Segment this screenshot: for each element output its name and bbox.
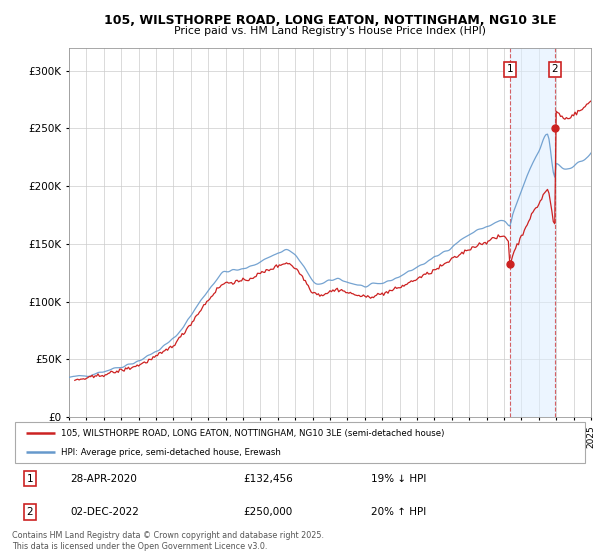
Text: 02-DEC-2022: 02-DEC-2022 bbox=[70, 507, 139, 517]
Text: HPI: Average price, semi-detached house, Erewash: HPI: Average price, semi-detached house,… bbox=[61, 448, 281, 457]
Text: 20% ↑ HPI: 20% ↑ HPI bbox=[371, 507, 426, 517]
Text: 2: 2 bbox=[26, 507, 33, 517]
Text: 28-APR-2020: 28-APR-2020 bbox=[70, 474, 137, 484]
Text: Contains HM Land Registry data © Crown copyright and database right 2025.
This d: Contains HM Land Registry data © Crown c… bbox=[12, 531, 324, 551]
Text: 1: 1 bbox=[506, 64, 513, 74]
Text: £250,000: £250,000 bbox=[244, 507, 293, 517]
Text: 105, WILSTHORPE ROAD, LONG EATON, NOTTINGHAM, NG10 3LE: 105, WILSTHORPE ROAD, LONG EATON, NOTTIN… bbox=[104, 14, 556, 27]
Text: 1: 1 bbox=[26, 474, 33, 484]
Text: Price paid vs. HM Land Registry's House Price Index (HPI): Price paid vs. HM Land Registry's House … bbox=[174, 26, 486, 36]
FancyBboxPatch shape bbox=[15, 422, 585, 463]
Bar bbox=[510, 48, 555, 417]
Text: 105, WILSTHORPE ROAD, LONG EATON, NOTTINGHAM, NG10 3LE (semi-detached house): 105, WILSTHORPE ROAD, LONG EATON, NOTTIN… bbox=[61, 429, 445, 438]
Text: £132,456: £132,456 bbox=[244, 474, 293, 484]
Text: 2: 2 bbox=[551, 64, 558, 74]
Text: 19% ↓ HPI: 19% ↓ HPI bbox=[371, 474, 427, 484]
